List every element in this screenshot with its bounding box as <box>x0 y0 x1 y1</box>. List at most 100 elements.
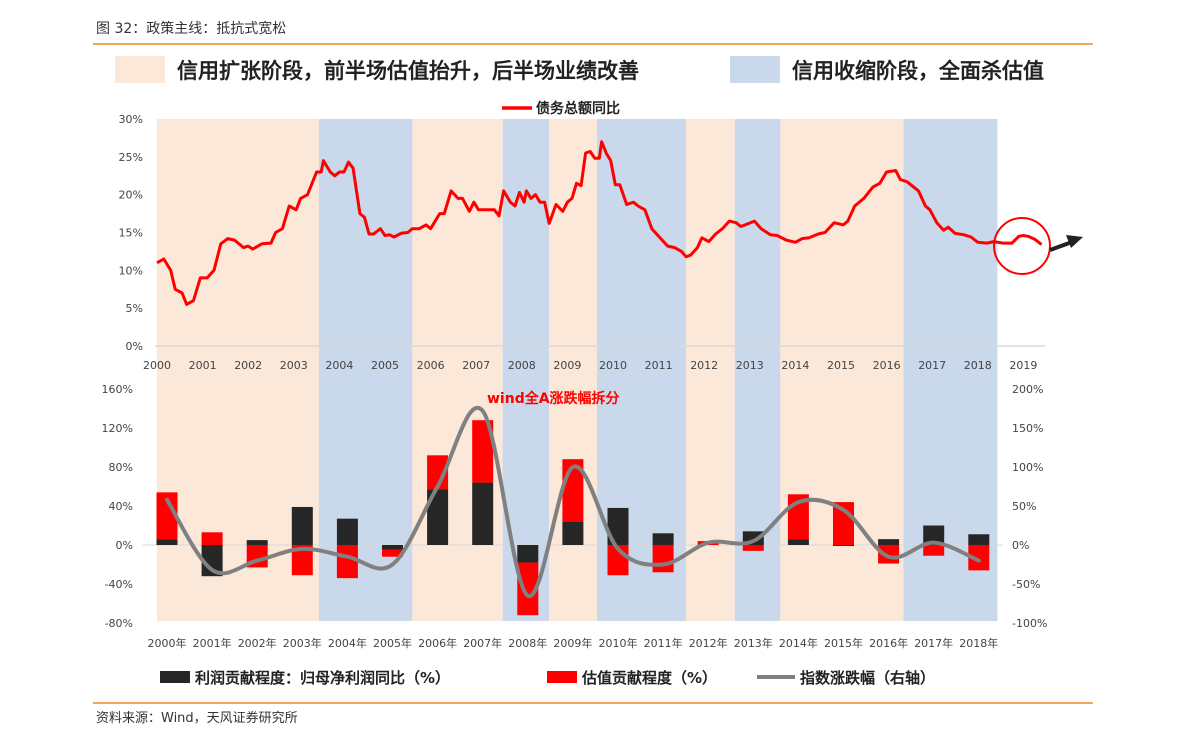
top-x-tick-label: 2015 <box>827 359 855 372</box>
top-x-tick-label: 2005 <box>371 359 399 372</box>
bottom-x-tick-label: 2016年 <box>869 636 908 650</box>
profit-bar <box>156 539 178 545</box>
profit-legend-label: 利润贡献程度：归母净利润同比（%） <box>195 669 450 687</box>
profit-bar <box>427 489 449 545</box>
top-y-tick-label: 30% <box>119 113 143 126</box>
profit-bar <box>291 506 313 545</box>
bottom-x-tick-label: 2017年 <box>914 636 953 650</box>
top-y-tick-label: 20% <box>119 189 143 202</box>
bottom-chart-title: wind全A涨跌幅拆分 <box>487 390 620 407</box>
top-x-tick-label: 2014 <box>781 359 809 372</box>
top-x-tick-label: 2016 <box>873 359 901 372</box>
profit-bar <box>833 545 854 546</box>
profit-bar <box>472 482 494 545</box>
highlight-circle <box>993 217 1051 275</box>
bottom-x-tick-label: 2001年 <box>193 636 232 650</box>
bottom-x-tick-label: 2007年 <box>463 636 502 650</box>
bottom-x-tick-label: 2005年 <box>373 636 412 650</box>
index-change-line <box>165 406 981 598</box>
left-y-tick-label: 120% <box>102 422 133 435</box>
valuation-bar <box>291 545 313 576</box>
top-x-tick-label: 2008 <box>508 359 536 372</box>
right-y-tick-label: 200% <box>1012 383 1043 396</box>
profit-bar <box>968 534 990 545</box>
trend-arrow-head <box>1066 235 1083 248</box>
profit-bar <box>562 521 584 545</box>
profit-bar <box>878 539 900 545</box>
profit-bar <box>787 539 809 545</box>
left-y-tick-label: -40% <box>105 578 133 591</box>
bottom-x-tick-label: 2003年 <box>283 636 322 650</box>
profit-bar <box>652 533 674 545</box>
profit-bar <box>201 545 223 577</box>
top-x-tick-label: 2000 <box>143 359 171 372</box>
profit-bar <box>382 545 403 550</box>
bottom-x-tick-label: 2006年 <box>418 636 457 650</box>
debt-legend-label: 债务总额同比 <box>536 100 620 117</box>
top-x-tick-label: 2019 <box>1009 359 1037 372</box>
valuation-bar <box>742 545 764 551</box>
bottom-x-tick-label: 2013年 <box>734 636 773 650</box>
index-legend-label: 指数涨跌幅（右轴） <box>800 669 935 687</box>
profit-bar <box>607 507 629 545</box>
expansion-legend-label: 信用扩张阶段，前半场估值抬升，后半场业绩改善 <box>177 59 639 83</box>
top-x-tick-label: 2013 <box>736 359 764 372</box>
contraction-legend-label: 信用收缩阶段，全面杀估值 <box>792 59 1044 83</box>
right-y-tick-label: 100% <box>1012 461 1043 474</box>
debt-growth-line <box>156 140 1043 306</box>
left-y-tick-label: 160% <box>102 383 133 396</box>
valuation-bar <box>427 455 449 490</box>
top-y-tick-label: 0% <box>126 340 143 353</box>
top-y-tick-label: 10% <box>119 264 143 277</box>
top-x-tick-label: 2010 <box>599 359 627 372</box>
right-y-tick-label: 150% <box>1012 422 1043 435</box>
right-y-tick-label: 0% <box>1012 539 1029 552</box>
bottom-x-tick-label: 2015年 <box>824 636 863 650</box>
top-x-tick-label: 2011 <box>645 359 673 372</box>
top-y-tick-label: 15% <box>119 227 143 240</box>
top-x-tick-label: 2001 <box>189 359 217 372</box>
valuation-bar <box>923 545 945 556</box>
bottom-x-tick-label: 2010年 <box>599 636 638 650</box>
bottom-x-tick-label: 2002年 <box>238 636 277 650</box>
valuation-bar <box>382 549 403 557</box>
profit-bar <box>336 518 358 545</box>
top-y-tick-label: 5% <box>126 302 143 315</box>
right-y-tick-label: -100% <box>1012 617 1047 630</box>
top-x-tick-label: 2004 <box>325 359 353 372</box>
bottom-x-tick-label: 2009年 <box>553 636 592 650</box>
source-note: 资料来源：Wind，天风证券研究所 <box>96 710 298 726</box>
valuation-legend-swatch <box>547 671 577 683</box>
valuation-bar <box>201 532 223 545</box>
valuation-bar <box>336 545 358 579</box>
right-y-tick-label: -50% <box>1012 578 1040 591</box>
phase-band-expansion <box>685 119 735 621</box>
top-x-tick-label: 2003 <box>280 359 308 372</box>
profit-legend-swatch <box>160 671 190 683</box>
contraction-legend-swatch <box>730 56 780 83</box>
profit-bar <box>923 525 945 545</box>
valuation-bar <box>652 545 674 573</box>
valuation-bar <box>472 420 494 483</box>
left-y-tick-label: -80% <box>105 617 133 630</box>
top-y-tick-label: 25% <box>119 151 143 164</box>
phase-band-contraction <box>318 119 413 621</box>
valuation-bar <box>968 545 990 571</box>
left-y-tick-label: 0% <box>116 539 133 552</box>
bottom-x-tick-label: 2018年 <box>959 636 998 650</box>
profit-bar <box>246 540 268 545</box>
bottom-x-tick-label: 2012年 <box>689 636 728 650</box>
valuation-legend-label: 估值贡献程度（%） <box>581 669 717 687</box>
top-x-tick-label: 2012 <box>690 359 718 372</box>
bottom-x-tick-label: 2011年 <box>644 636 683 650</box>
top-x-tick-label: 2017 <box>918 359 946 372</box>
right-y-tick-label: 50% <box>1012 500 1036 513</box>
top-x-tick-label: 2009 <box>553 359 581 372</box>
top-x-tick-label: 2002 <box>234 359 262 372</box>
valuation-bar <box>517 562 539 616</box>
figure-title: 图 32：政策主线：抵抗式宽松 <box>96 20 286 37</box>
profit-bar <box>517 545 539 563</box>
top-x-tick-label: 2006 <box>417 359 445 372</box>
